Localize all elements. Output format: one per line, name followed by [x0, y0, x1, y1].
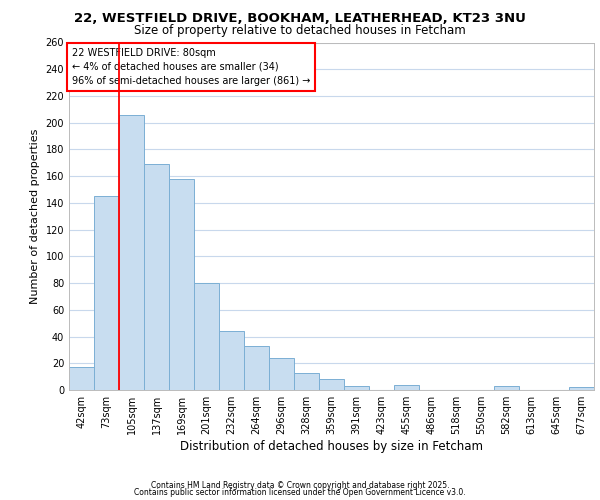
- Bar: [394, 384, 419, 390]
- Bar: [194, 283, 219, 390]
- Text: Contains HM Land Registry data © Crown copyright and database right 2025.: Contains HM Land Registry data © Crown c…: [151, 481, 449, 490]
- Y-axis label: Number of detached properties: Number of detached properties: [30, 128, 40, 304]
- Bar: [244, 346, 269, 390]
- X-axis label: Distribution of detached houses by size in Fetcham: Distribution of detached houses by size …: [180, 440, 483, 453]
- Bar: [219, 331, 244, 390]
- Text: 22 WESTFIELD DRIVE: 80sqm
← 4% of detached houses are smaller (34)
96% of semi-d: 22 WESTFIELD DRIVE: 80sqm ← 4% of detach…: [71, 48, 310, 86]
- Bar: [569, 388, 594, 390]
- Text: 22, WESTFIELD DRIVE, BOOKHAM, LEATHERHEAD, KT23 3NU: 22, WESTFIELD DRIVE, BOOKHAM, LEATHERHEA…: [74, 12, 526, 26]
- Bar: [294, 372, 319, 390]
- Bar: [69, 368, 94, 390]
- Bar: [94, 196, 119, 390]
- Bar: [169, 179, 194, 390]
- Text: Size of property relative to detached houses in Fetcham: Size of property relative to detached ho…: [134, 24, 466, 37]
- Bar: [344, 386, 369, 390]
- Text: Contains public sector information licensed under the Open Government Licence v3: Contains public sector information licen…: [134, 488, 466, 497]
- Bar: [144, 164, 169, 390]
- Bar: [494, 386, 519, 390]
- Bar: [319, 380, 344, 390]
- Bar: [269, 358, 294, 390]
- Bar: [119, 114, 144, 390]
